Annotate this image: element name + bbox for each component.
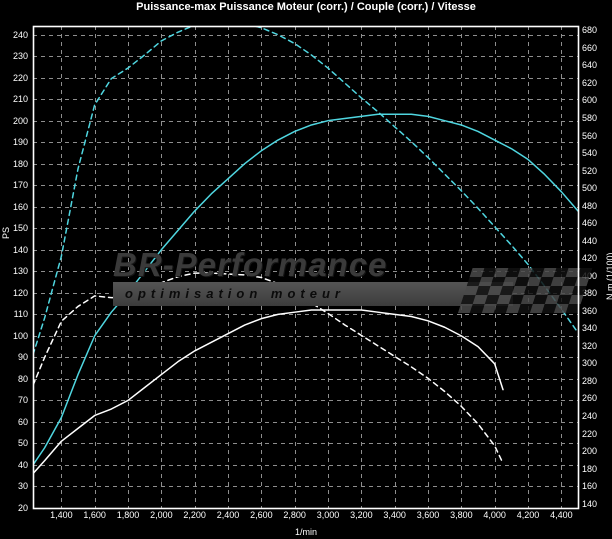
y-tick-left: 100: [12, 330, 28, 341]
x-tick: 3,200: [350, 510, 373, 520]
x-tick: 4,200: [516, 510, 540, 520]
y-tick-left: 60: [17, 416, 28, 427]
series-line-2: [33, 309, 504, 475]
x-tick: 1,600: [83, 510, 106, 520]
y-tick-right: 280: [582, 375, 598, 386]
y-tick-left: 200: [12, 115, 28, 126]
x-tick: 2,400: [216, 510, 240, 520]
data-curves: [33, 26, 578, 475]
plot-area: BR-Performance optimisation moteur: [33, 26, 593, 508]
y-tick-right: 200: [582, 446, 598, 457]
y-tick-right: 500: [582, 183, 598, 194]
x-tick: 2,600: [250, 510, 273, 520]
y-tick-right: 640: [582, 60, 598, 71]
y-tick-right: 340: [582, 323, 598, 334]
y-axis-left-labels: 240 230 220 210 200 190 180 170 160 150 140 130 120 1…: [0, 26, 31, 513]
y-tick-right: 380: [582, 288, 598, 299]
y-tick-right: 540: [582, 148, 598, 159]
y-axis-right-title: N m (1/100): [605, 252, 612, 300]
y-tick-right: 240: [582, 410, 598, 421]
x-axis-title: 1/min: [294, 527, 317, 537]
y-tick-right: 300: [582, 358, 598, 369]
y-tick-right: 360: [582, 305, 598, 316]
x-tick: 2,800: [283, 510, 306, 520]
y-tick-right: 480: [582, 200, 598, 211]
x-tick: 4,000: [483, 510, 506, 520]
y-tick-right: 420: [582, 253, 598, 264]
y-tick-left: 130: [12, 266, 28, 277]
y-tick-left: 110: [13, 309, 28, 320]
gridlines: [33, 26, 578, 508]
y-tick-right: 560: [582, 130, 598, 141]
series-line-1: [33, 26, 578, 356]
y-tick-right: 660: [582, 42, 598, 53]
x-tick: 3,000: [316, 510, 340, 520]
y-tick-left: 230: [12, 51, 28, 62]
y-tick-right: 320: [582, 340, 598, 351]
y-tick-left: 50: [17, 438, 28, 449]
y-tick-right: 400: [582, 270, 598, 281]
y-tick-left: 210: [12, 94, 28, 105]
y-tick-left: 140: [12, 244, 28, 255]
x-tick: 2,000: [150, 510, 173, 520]
page-title: Puissance-max Puissance Moteur (corr.) /…: [136, 1, 476, 13]
x-tick: 2,200: [183, 510, 206, 520]
y-tick-left: 240: [12, 29, 28, 40]
y-tick-left: 30: [17, 481, 28, 492]
y-tick-right: 580: [582, 113, 598, 124]
y-tick-right: 620: [582, 77, 598, 88]
y-tick-right: 140: [582, 498, 598, 509]
x-tick: 1,400: [50, 510, 73, 520]
y-tick-right: 220: [582, 428, 598, 439]
x-axis-labels: 1,400 1,600 1,800 2,000 2,200 2,400 2,600 2,800…: [33, 510, 578, 526]
y-tick-right: 460: [582, 218, 598, 229]
y-tick-left: 20: [17, 503, 28, 513]
series-line-3: [33, 272, 504, 465]
y-tick-left: 90: [17, 352, 28, 363]
y-tick-left: 120: [12, 287, 28, 298]
x-tick: 3,600: [416, 510, 440, 520]
y-tick-right: 680: [582, 25, 598, 36]
x-tick: 3,400: [383, 510, 406, 520]
y-tick-left: 170: [12, 180, 28, 191]
y-tick-right: 440: [582, 235, 598, 246]
y-tick-left: 70: [17, 395, 28, 406]
y-tick-left: 40: [17, 459, 28, 470]
y-tick-left: 180: [12, 158, 28, 169]
y-tick-right: 520: [582, 165, 598, 176]
y-tick-right: 160: [582, 481, 598, 492]
x-tick: 4,400: [550, 510, 573, 520]
y-axis-left-title: PS: [1, 226, 11, 239]
y-tick-left: 80: [17, 373, 28, 384]
series-line-0: [33, 113, 578, 466]
y-tick-left: 160: [12, 201, 28, 212]
x-tick: 3,800: [450, 510, 473, 520]
y-tick-right: 600: [582, 95, 598, 106]
x-tick: 1,800: [116, 510, 140, 520]
chart-svg: [33, 26, 578, 508]
y-axis-right-labels: 680 660 640 620 600 580 560 540 520 500 480 460 440 4…: [579, 25, 612, 509]
y-tick-left: 150: [12, 223, 28, 234]
y-tick-right: 180: [582, 463, 598, 474]
y-tick-right: 260: [582, 393, 598, 404]
y-tick-left: 220: [12, 72, 28, 83]
y-tick-left: 190: [12, 137, 28, 148]
